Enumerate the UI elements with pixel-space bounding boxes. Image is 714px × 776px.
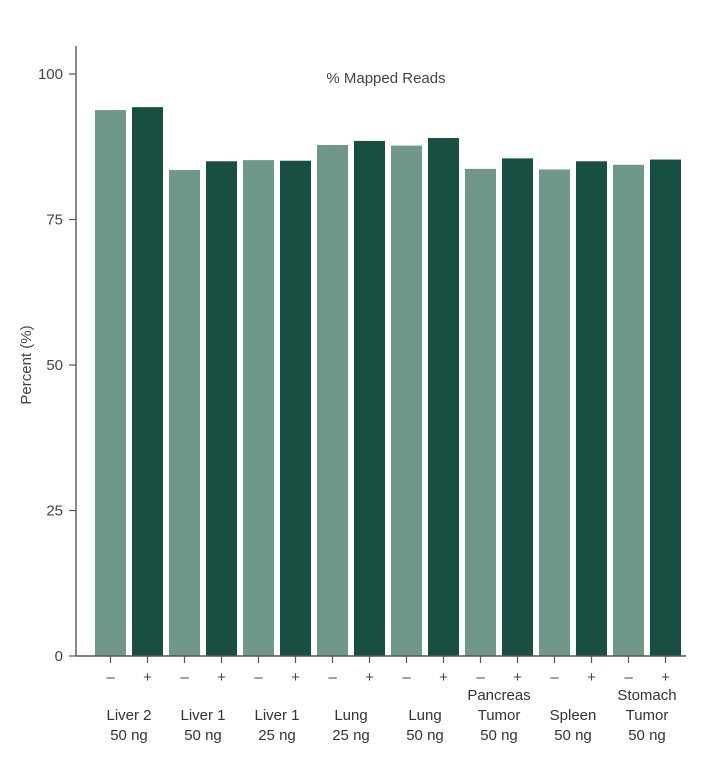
chart-title: % Mapped Reads: [326, 70, 445, 87]
group-label-line: 50 ng: [554, 727, 592, 744]
group-label-line: Spleen: [550, 707, 597, 724]
group-label-line: 50 ng: [628, 727, 666, 744]
bar: [391, 145, 422, 656]
group-label-line: Liver 1: [254, 707, 299, 724]
bar: [169, 170, 200, 656]
bar: [317, 145, 348, 656]
bar-sign-label: –: [624, 669, 633, 686]
group-label-line: 50 ng: [406, 727, 444, 744]
group-label-line: 50 ng: [184, 727, 222, 744]
group-label-line: Lung: [408, 707, 441, 724]
bar-sign-label: +: [587, 669, 596, 686]
group-label-line: Pancreas: [467, 687, 530, 704]
y-tick-label: 25: [46, 503, 63, 520]
bar: [132, 107, 163, 656]
group-label-line: 50 ng: [110, 727, 148, 744]
bar-sign-label: +: [217, 669, 226, 686]
bar-sign-label: +: [365, 669, 374, 686]
group-label-line: 25 ng: [258, 727, 296, 744]
x-ticks: – + Liver 2 50 ng – + Liver 1 50 ng – + Liver 1 25 …: [106, 656, 677, 744]
y-axis-label: Percent (%): [18, 325, 35, 404]
bar-sign-label: –: [328, 669, 337, 686]
y-tick-label: 100: [38, 66, 63, 83]
bar: [465, 168, 496, 656]
y-tick-label: 50: [46, 357, 63, 374]
bar-sign-label: +: [513, 669, 522, 686]
axes-layer: [75, 46, 686, 657]
bar: [95, 110, 126, 657]
group-label-line: Tumor: [626, 707, 669, 724]
bar-sign-label: –: [402, 669, 411, 686]
bar-sign-label: +: [143, 669, 152, 686]
bar: [502, 158, 533, 656]
bar: [613, 164, 644, 657]
group-label-line: Tumor: [478, 707, 521, 724]
bar-sign-label: +: [439, 669, 448, 686]
bar-sign-label: –: [254, 669, 263, 686]
group-label-line: 25 ng: [332, 727, 370, 744]
bar: [354, 140, 385, 656]
bar-sign-label: –: [476, 669, 485, 686]
bar: [243, 160, 274, 657]
y-tick-label: 75: [46, 212, 63, 229]
bar: [650, 159, 681, 656]
bars-layer: [95, 107, 681, 657]
group-label-line: Stomach: [617, 687, 676, 704]
group-label-line: 50 ng: [480, 727, 518, 744]
group-label-line: Liver 2: [106, 707, 151, 724]
bar: [280, 160, 311, 656]
bar-sign-label: +: [291, 669, 300, 686]
group-label-line: Lung: [334, 707, 367, 724]
bar-sign-label: +: [661, 669, 670, 686]
bar: [206, 161, 237, 657]
y-ticks: 0 25 50 75 100: [38, 66, 76, 665]
bar-sign-label: –: [550, 669, 559, 686]
group-label-line: Liver 1: [180, 707, 225, 724]
bar: [576, 161, 607, 657]
y-tick-label: 0: [55, 648, 63, 665]
bar: [539, 169, 570, 656]
bar-sign-label: –: [106, 669, 115, 686]
bar: [428, 138, 459, 656]
bar-sign-label: –: [180, 669, 189, 686]
